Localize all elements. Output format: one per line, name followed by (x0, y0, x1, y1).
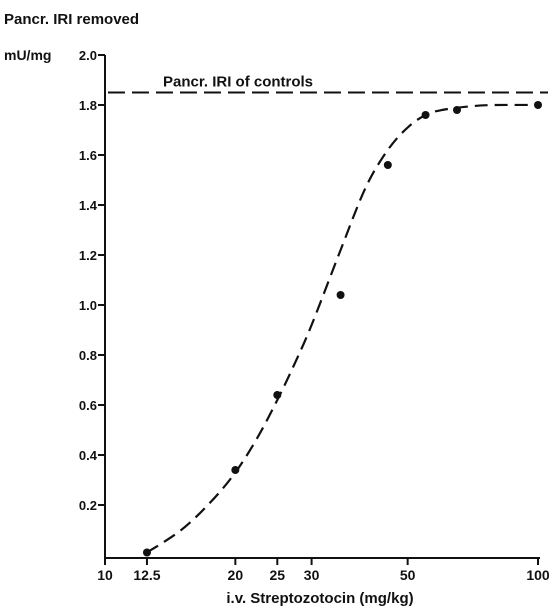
controls-reference-label: Pancr. IRI of controls (163, 74, 313, 91)
y-tick-label: 1.4 (79, 198, 98, 213)
data-point (421, 111, 430, 119)
y-tick-label: 0.6 (79, 398, 97, 413)
y-tick-label: 2.0 (79, 48, 97, 63)
data-point (383, 161, 392, 169)
data-point (273, 391, 282, 399)
y-tick-label: 0.8 (79, 348, 97, 363)
chart-title: Pancr. IRI removed (4, 11, 139, 28)
data-point (336, 291, 345, 299)
x-tick-label: 10 (97, 567, 113, 583)
x-tick-label: 30 (304, 567, 320, 583)
x-tick-label: 50 (400, 567, 416, 583)
y-tick-label: 1.0 (79, 298, 97, 313)
x-tick-label: 25 (270, 567, 286, 583)
data-point (452, 106, 461, 114)
y-axis-label: mU/mg (4, 47, 51, 63)
y-tick-label: 0.2 (79, 498, 97, 513)
y-tick-label: 0.4 (79, 448, 98, 463)
fit-curve (146, 103, 539, 554)
reference-line-group: Pancr. IRI of controls (108, 74, 548, 94)
x-tick-label: 20 (228, 567, 244, 583)
data-point (142, 548, 151, 557)
x-axis-label: i.v. Streptozotocin (mg/kg) (226, 590, 413, 607)
data-point (231, 466, 240, 474)
x-tick-label: 12.5 (133, 567, 160, 583)
y-tick-label: 1.8 (79, 98, 97, 113)
y-tick-label: 1.2 (79, 248, 97, 263)
data-points (142, 101, 542, 557)
x-ticks: 10 12.5 20 25 30 50 100 (97, 558, 550, 583)
data-point (534, 101, 542, 109)
y-tick-label: 1.6 (79, 148, 97, 163)
y-ticks: 0.2 0.4 0.6 0.8 1.0 1.2 1.4 1.6 1.8 2.0 (79, 48, 105, 513)
x-tick-label: 100 (526, 567, 550, 583)
